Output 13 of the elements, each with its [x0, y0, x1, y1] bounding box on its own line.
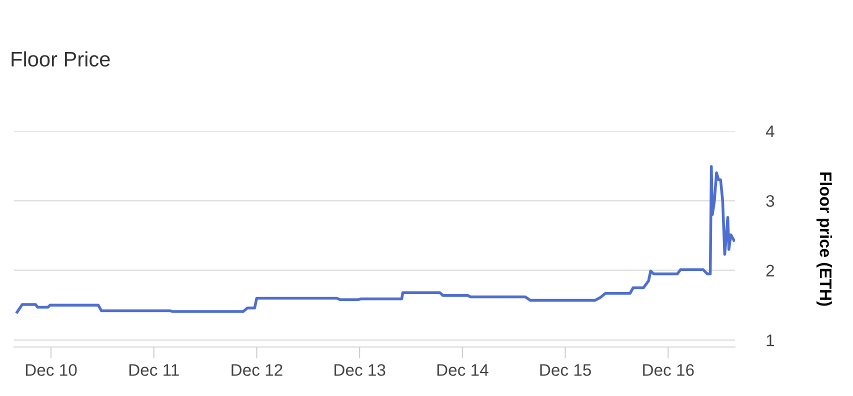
y-tick-label: 4	[766, 126, 774, 138]
chart-title: Floor Price	[12, 51, 110, 67]
y-tick-label: 1	[766, 334, 774, 346]
x-tick-label: Dec 12	[232, 364, 282, 376]
y-axis-title: Floor price (ETH)	[816, 172, 832, 306]
x-tick-label: Dec 16	[643, 364, 694, 376]
x-tick-label: Dec 15	[540, 364, 591, 376]
y-tick-label: 3	[766, 195, 774, 207]
x-tick-label: Dec 10	[26, 364, 77, 376]
y-tick-label: 2	[766, 264, 774, 276]
x-tick-label: Dec 11	[129, 364, 179, 376]
x-tick-label: Dec 14	[437, 364, 488, 376]
x-tick-label: Dec 13	[334, 364, 386, 376]
